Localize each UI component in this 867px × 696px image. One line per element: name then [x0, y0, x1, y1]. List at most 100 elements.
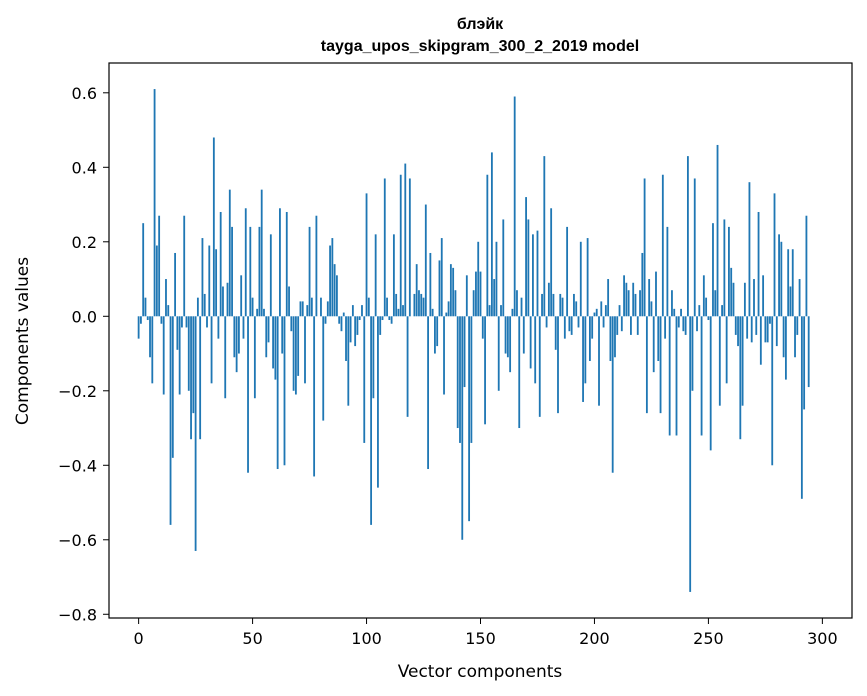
bar-256: [721, 305, 723, 317]
bar-213: [623, 275, 625, 317]
bar-159: [500, 305, 502, 317]
bar-116: [402, 305, 404, 317]
bar-195: [582, 316, 584, 402]
bar-212: [620, 316, 623, 332]
bar-180: [547, 282, 550, 317]
bar-263: [737, 316, 739, 347]
bar-117: [404, 163, 407, 317]
bar-157: [495, 241, 498, 317]
bar-204: [602, 316, 605, 328]
bar-223: [645, 316, 648, 414]
bar-87: [336, 275, 338, 317]
bar-276: [766, 316, 769, 343]
bar-269: [750, 316, 753, 343]
y-tick-label: 0.2: [72, 233, 97, 252]
y-tick-label: −0.2: [58, 382, 97, 401]
bar-37: [222, 286, 224, 317]
bar-177: [541, 293, 543, 317]
bar-95: [354, 316, 357, 347]
bar-29: [203, 293, 206, 317]
bar-188: [566, 226, 569, 317]
bar-192: [575, 301, 578, 317]
bar-132: [438, 260, 441, 317]
bar-253: [714, 290, 717, 317]
bar-36: [219, 211, 222, 317]
bar-135: [445, 312, 448, 317]
bar-187: [563, 316, 566, 339]
bar-82: [324, 316, 327, 324]
bar-176: [538, 316, 541, 417]
bar-220: [639, 290, 641, 317]
bar-118: [406, 316, 409, 417]
chart-title: блэйк: [457, 16, 504, 33]
bar-76: [310, 297, 313, 317]
bar-178: [543, 156, 546, 317]
bar-84: [329, 245, 331, 317]
bar-28: [201, 238, 204, 317]
bar-121: [413, 293, 416, 317]
bar-98: [361, 305, 363, 317]
bar-151: [481, 316, 484, 339]
bar-27: [199, 316, 202, 440]
bar-78: [315, 215, 318, 317]
bar-129: [431, 308, 434, 317]
bar-70: [297, 316, 300, 376]
y-tick-label: −0.8: [58, 605, 97, 624]
bar-109: [386, 297, 388, 317]
bar-20: [183, 215, 186, 317]
bar-123: [418, 290, 420, 317]
bar-255: [718, 316, 721, 406]
bar-230: [661, 174, 664, 317]
bar-88: [338, 316, 341, 324]
bar-169: [522, 316, 525, 354]
bar-54: [260, 189, 263, 317]
bar-225: [650, 301, 653, 317]
bar-173: [532, 234, 534, 317]
bar-239: [682, 316, 685, 332]
bar-174: [534, 316, 537, 384]
bar-243: [691, 316, 694, 391]
bar-46: [242, 316, 245, 339]
bar-113: [395, 293, 398, 317]
bar-18: [178, 316, 181, 395]
bar-80: [320, 297, 322, 317]
bar-12: [165, 279, 167, 317]
bar-130: [434, 316, 436, 354]
bar-51: [253, 316, 256, 399]
bar-226: [652, 316, 655, 373]
bar-247: [700, 316, 703, 436]
x-tick-label: 50: [242, 629, 262, 648]
bar-103: [372, 316, 375, 399]
bar-237: [677, 316, 680, 328]
bar-203: [600, 301, 603, 317]
bar-92: [347, 316, 350, 406]
bar-265: [741, 316, 744, 406]
bar-184: [557, 316, 559, 414]
bar-231: [664, 316, 667, 339]
bar-264: [739, 316, 742, 440]
bar-128: [429, 252, 432, 317]
y-tick-label: 0.6: [72, 84, 97, 103]
bar-53: [258, 226, 261, 317]
bar-189: [568, 316, 571, 332]
bar-23: [190, 316, 192, 440]
x-tick-label: 300: [807, 629, 838, 648]
bar-101: [367, 297, 370, 317]
bar-107: [381, 316, 384, 321]
bar-68: [292, 316, 295, 391]
bar-5: [149, 316, 151, 358]
bar-11: [162, 316, 165, 395]
bar-35: [217, 316, 220, 339]
bar-193: [577, 316, 580, 328]
bar-242: [689, 316, 692, 592]
chart-subtitle: tayga_upos_skipgram_300_2_2019 model: [321, 38, 639, 55]
bar-58: [269, 234, 272, 317]
bar-4: [146, 316, 149, 321]
bar-140: [456, 316, 459, 429]
bar-1: [140, 316, 142, 324]
bar-48: [247, 316, 249, 473]
bar-2: [142, 223, 145, 317]
bar-270: [753, 279, 755, 317]
bar-205: [604, 305, 607, 317]
bar-49: [249, 226, 252, 317]
